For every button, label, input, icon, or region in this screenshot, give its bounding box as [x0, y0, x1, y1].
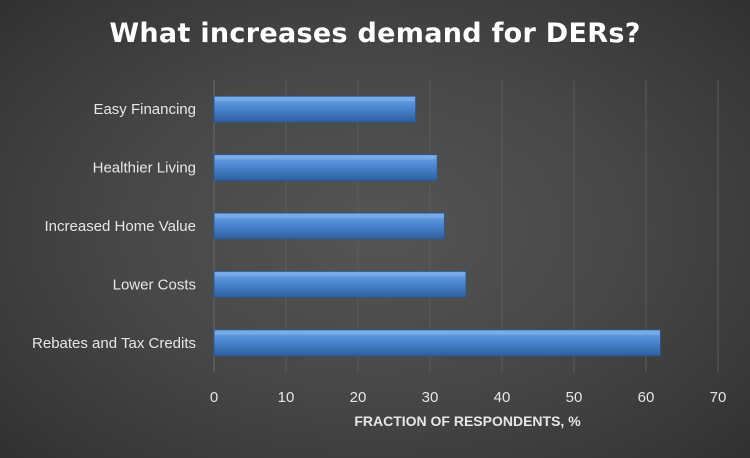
x-tick-label: 50	[566, 389, 583, 406]
category-label: Increased Home Value	[45, 218, 196, 235]
bar	[213, 95, 417, 123]
category-label: Healthier Living	[93, 160, 196, 177]
x-tick-label: 20	[350, 389, 367, 406]
bar	[213, 212, 445, 240]
x-tick-label: 70	[710, 389, 727, 406]
category-label: Rebates and Tax Credits	[32, 335, 196, 352]
bar	[213, 270, 467, 298]
bar-highlight	[215, 97, 415, 102]
bar-highlight	[215, 214, 444, 218]
bar	[213, 154, 438, 182]
bar-highlight	[215, 272, 465, 277]
x-axis-title: FRACTION OF RESPONDENTS, %	[354, 413, 581, 429]
x-tick-label: 10	[278, 389, 295, 406]
x-tick-label: 30	[422, 389, 439, 406]
bars	[213, 95, 661, 357]
x-tick-label: 60	[638, 389, 655, 406]
bar-highlight	[215, 155, 437, 160]
x-tick-label: 40	[494, 389, 511, 406]
x-tick-label: 0	[210, 389, 218, 406]
category-label: Lower Costs	[113, 276, 196, 293]
axis-labels: 0 10 20 30 40 50 60 70 Easy Financing Healthier L…	[32, 101, 726, 406]
category-label: Easy Financing	[93, 101, 196, 118]
chart-title: What increases demand for DERs?	[109, 18, 641, 49]
bar	[213, 329, 661, 357]
bar-highlight	[215, 330, 660, 335]
